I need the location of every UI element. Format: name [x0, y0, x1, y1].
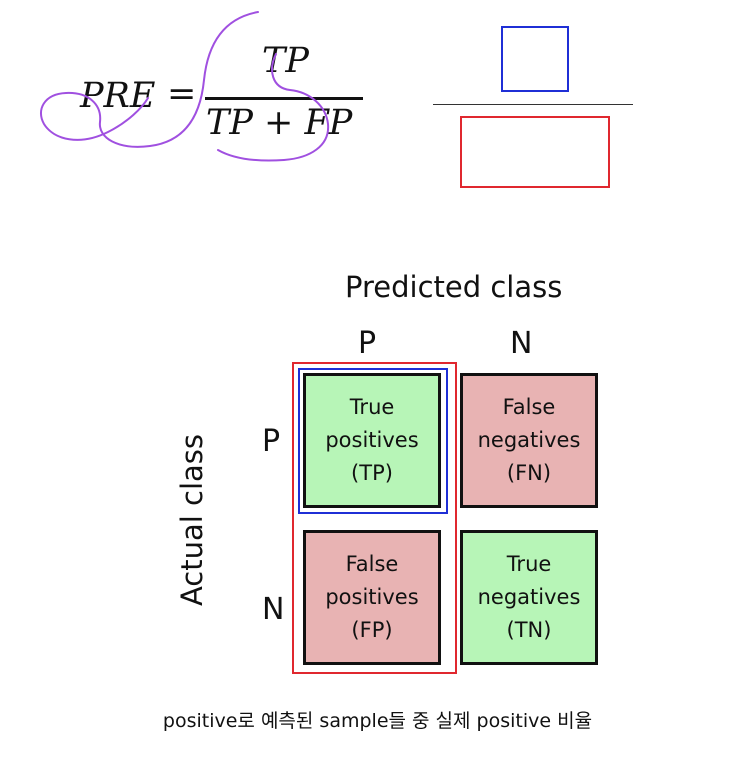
ratio-divider-line: [433, 104, 633, 105]
cell-false-positives: False positives (FP): [303, 530, 441, 665]
fraction-bar: [205, 97, 363, 100]
cell-true-positives: True positives (TP): [303, 373, 441, 508]
cell-fn-line-2: negatives: [477, 428, 581, 452]
row-label-p: P: [262, 424, 281, 459]
cell-tp-line-1: True: [349, 395, 395, 419]
column-label-p: P: [358, 326, 377, 361]
actual-class-label: Actual class: [175, 433, 209, 607]
cell-tp-line-3: (TP): [351, 461, 393, 485]
cell-tn-line-1: True: [506, 552, 552, 576]
ratio-numerator-box: [501, 26, 569, 92]
column-label-n: N: [510, 326, 533, 361]
true-positive-highlight: [298, 368, 448, 514]
cell-false-negatives: False negatives (FN): [460, 373, 598, 508]
cell-tp-line-2: positives: [325, 428, 419, 452]
cell-fn-line-1: False: [502, 395, 556, 419]
predicted-positive-highlight: [292, 362, 457, 674]
cell-tn-line-3: (TN): [506, 618, 552, 642]
cell-fp-line-2: positives: [325, 585, 419, 609]
predicted-class-label: Predicted class: [345, 270, 563, 304]
ratio-denominator-box: [460, 116, 610, 188]
cell-fp-line-3: (FP): [351, 618, 393, 642]
caption: positive로 예측된 sample들 중 실제 positive 비율: [162, 710, 593, 732]
row-label-n: N: [262, 592, 285, 627]
formula-lhs: PRE: [80, 76, 156, 116]
cell-tn-line-2: negatives: [477, 585, 581, 609]
cell-fp-line-1: False: [345, 552, 399, 576]
cell-fn-line-3: (FN): [506, 461, 552, 485]
formula-numerator: TP: [262, 41, 309, 81]
formula-equals: =: [167, 74, 197, 114]
formula-denominator: TP + FP: [206, 103, 353, 143]
cell-true-negatives: True negatives (TN): [460, 530, 598, 665]
